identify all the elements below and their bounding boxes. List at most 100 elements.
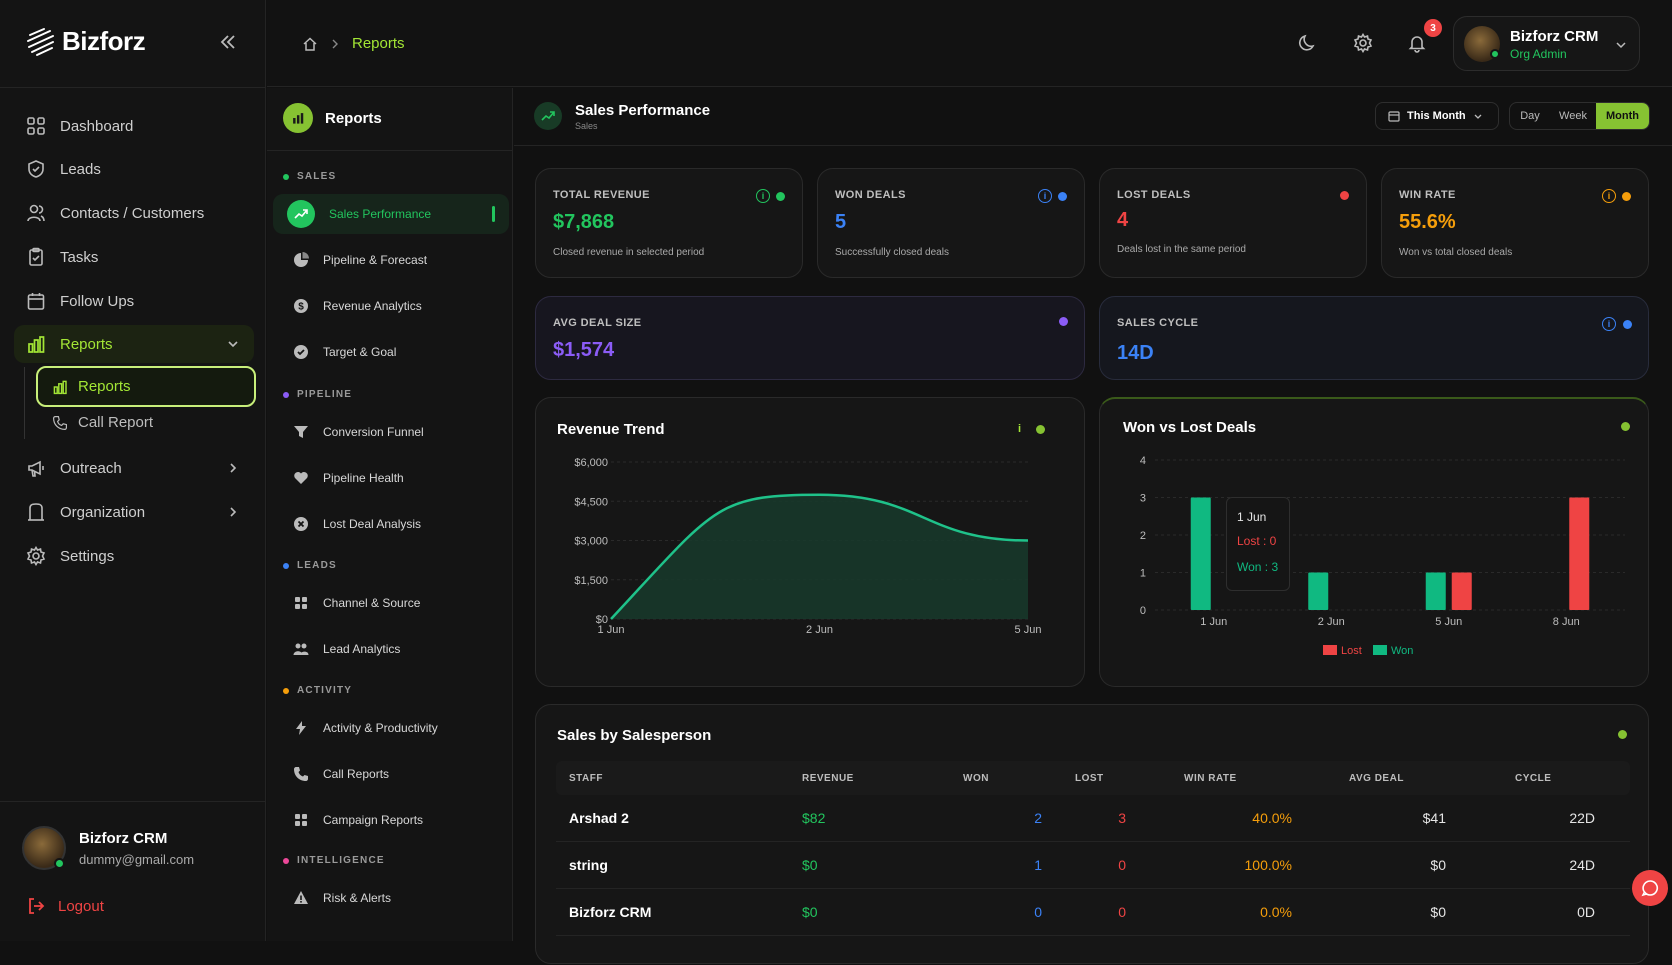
breadcrumb-current[interactable]: Reports: [352, 35, 405, 52]
sidebar-item-label: Organization: [60, 504, 212, 521]
subnav-item-channel-source[interactable]: Channel & Source: [273, 583, 509, 623]
subnav-item-risk-alerts[interactable]: Risk & Alerts: [273, 878, 509, 918]
subnav-item-target-goal[interactable]: Target & Goal: [273, 332, 509, 372]
top-bar: Reports 3 Bizforz CRM Org Admin: [267, 0, 1672, 87]
gear-icon: [26, 546, 46, 566]
trending-up-icon: [287, 200, 315, 228]
subnav-item-activity-productivity[interactable]: Activity & Productivity: [273, 708, 509, 748]
grid-icon: [293, 812, 309, 828]
kpi-label: WON DEALS: [835, 189, 906, 201]
x-tick-label: 8 Jun: [1553, 616, 1580, 628]
page-title: Sales Performance: [575, 102, 710, 119]
y-tick-label: 3: [1140, 493, 1146, 505]
revenue-trend-card: Revenue Trend i $0$1,500$3,000$4,500$6,0…: [535, 397, 1085, 687]
sidebar-item-label: Tasks: [60, 249, 98, 266]
sidebar-subitem-call-report[interactable]: Call Report: [52, 414, 153, 431]
sidebar-item-organization[interactable]: Organization: [14, 493, 254, 531]
sidebar-item-label: Contacts / Customers: [60, 205, 204, 222]
legend-label: Won: [1391, 645, 1413, 657]
sidebar-item-reports[interactable]: Reports: [14, 325, 254, 363]
y-tick-label: $6,000: [574, 457, 608, 469]
range-week-button[interactable]: Week: [1550, 103, 1596, 129]
period-select[interactable]: This Month: [1375, 102, 1499, 130]
subnav-item-sales-performance[interactable]: Sales Performance: [273, 194, 509, 234]
info-icon[interactable]: i: [1602, 189, 1616, 203]
cell-win-rate: 0.0%: [1260, 904, 1292, 920]
subnav-item-label: Pipeline & Forecast: [323, 253, 427, 267]
user-name: Bizforz CRM: [1510, 28, 1598, 45]
info-icon[interactable]: i: [756, 189, 770, 203]
user-menu[interactable]: Bizforz CRM Org Admin: [1453, 16, 1640, 71]
range-month-button[interactable]: Month: [1596, 103, 1649, 129]
tooltip-lost: Lost : 0: [1237, 534, 1276, 548]
subnav-item-pipeline-forecast[interactable]: Pipeline & Forecast: [273, 240, 509, 280]
cell-won: 1: [1034, 857, 1042, 873]
column-header-avg-deal: AVG DEAL: [1349, 773, 1404, 784]
tooltip-won: Won : 3: [1237, 560, 1278, 574]
sidebar-item-settings[interactable]: Settings: [14, 537, 254, 575]
home-icon[interactable]: [302, 36, 318, 52]
tree-line: [24, 367, 25, 439]
cell-cycle: 0D: [1577, 904, 1595, 920]
logout-button[interactable]: Logout: [26, 896, 104, 916]
main-content: Sales Performance Sales This Month Day W…: [514, 88, 1672, 941]
logout-icon: [26, 896, 46, 916]
kpi-card-win-rate[interactable]: WIN RATE 55.6% Won vs total closed deals…: [1381, 168, 1649, 278]
warning-icon: [293, 890, 309, 906]
sidebar-item-dashboard[interactable]: Dashboard: [14, 107, 254, 145]
kpi-label: TOTAL REVENUE: [553, 189, 650, 201]
kpi-card-avg-deal-size[interactable]: AVG DEAL SIZE $1,574: [535, 296, 1085, 380]
phone-icon: [293, 766, 309, 782]
moon-icon[interactable]: [1298, 33, 1318, 53]
subnav-item-conversion-funnel[interactable]: Conversion Funnel: [273, 412, 509, 452]
subnav-item-call-reports[interactable]: Call Reports: [273, 754, 509, 794]
bell-icon[interactable]: [1407, 33, 1427, 53]
cell-cycle: 22D: [1569, 810, 1595, 826]
kpi-card-won-deals[interactable]: WON DEALS 5 Successfully closed deals i: [817, 168, 1085, 278]
notification-badge: 3: [1424, 19, 1442, 37]
info-icon[interactable]: i: [1038, 189, 1052, 203]
info-icon[interactable]: i: [1602, 317, 1616, 331]
subnav-item-pipeline-health[interactable]: Pipeline Health: [273, 458, 509, 498]
subnav-item-label: Revenue Analytics: [323, 299, 422, 313]
subnav-item-campaign-reports[interactable]: Campaign Reports: [273, 800, 509, 840]
logo[interactable]: Bizforz: [26, 26, 145, 57]
subnav-header: Reports: [283, 103, 382, 133]
active-indicator: [492, 206, 495, 222]
subnav-item-lost-deal-analysis[interactable]: Lost Deal Analysis: [273, 504, 509, 544]
sidebar-item-label: Settings: [60, 548, 114, 565]
chat-button[interactable]: [1632, 870, 1668, 906]
kpi-card-lost-deals[interactable]: LOST DEALS 4 Deals lost in the same peri…: [1099, 168, 1367, 278]
collapse-sidebar-button[interactable]: [218, 32, 238, 52]
subnav-item-label: Risk & Alerts: [323, 891, 391, 905]
sidebar-item-contacts[interactable]: Contacts / Customers: [14, 194, 254, 232]
chevron-down-icon: [226, 337, 240, 351]
status-dot: [776, 192, 785, 201]
sidebar-item-follow-ups[interactable]: Follow Ups: [14, 282, 254, 320]
gear-icon[interactable]: [1353, 33, 1373, 53]
subnav-item-label: Call Reports: [323, 767, 389, 781]
kpi-card-sales-cycle[interactable]: SALES CYCLE 14D i: [1099, 296, 1649, 380]
building-icon: [26, 502, 46, 522]
subnav-item-lead-analytics[interactable]: Lead Analytics: [273, 629, 509, 669]
range-day-button[interactable]: Day: [1510, 103, 1550, 129]
cell-lost: 3: [1118, 810, 1126, 826]
funnel-icon: [293, 424, 309, 440]
subnav-item-revenue-analytics[interactable]: $ Revenue Analytics: [273, 286, 509, 326]
cell-staff: Bizforz CRM: [569, 904, 651, 920]
table-header: STAFF REVENUE WON LOST WIN RATE AVG DEAL…: [556, 761, 1630, 795]
reports-subnav: Reports SALES Sales Performance Pipeline…: [267, 88, 513, 941]
check-circle-icon: [293, 344, 309, 360]
sidebar-item-tasks[interactable]: Tasks: [14, 238, 254, 276]
sidebar-subitem-reports[interactable]: Reports: [36, 366, 256, 407]
y-tick-label: $3,000: [574, 536, 608, 548]
sidebar-item-label: Outreach: [60, 460, 212, 477]
sidebar-item-leads[interactable]: Leads: [14, 150, 254, 188]
sidebar-item-outreach[interactable]: Outreach: [14, 449, 254, 487]
cell-lost: 0: [1118, 904, 1126, 920]
kpi-card-total-revenue[interactable]: TOTAL REVENUE $7,868 Closed revenue in s…: [535, 168, 803, 278]
